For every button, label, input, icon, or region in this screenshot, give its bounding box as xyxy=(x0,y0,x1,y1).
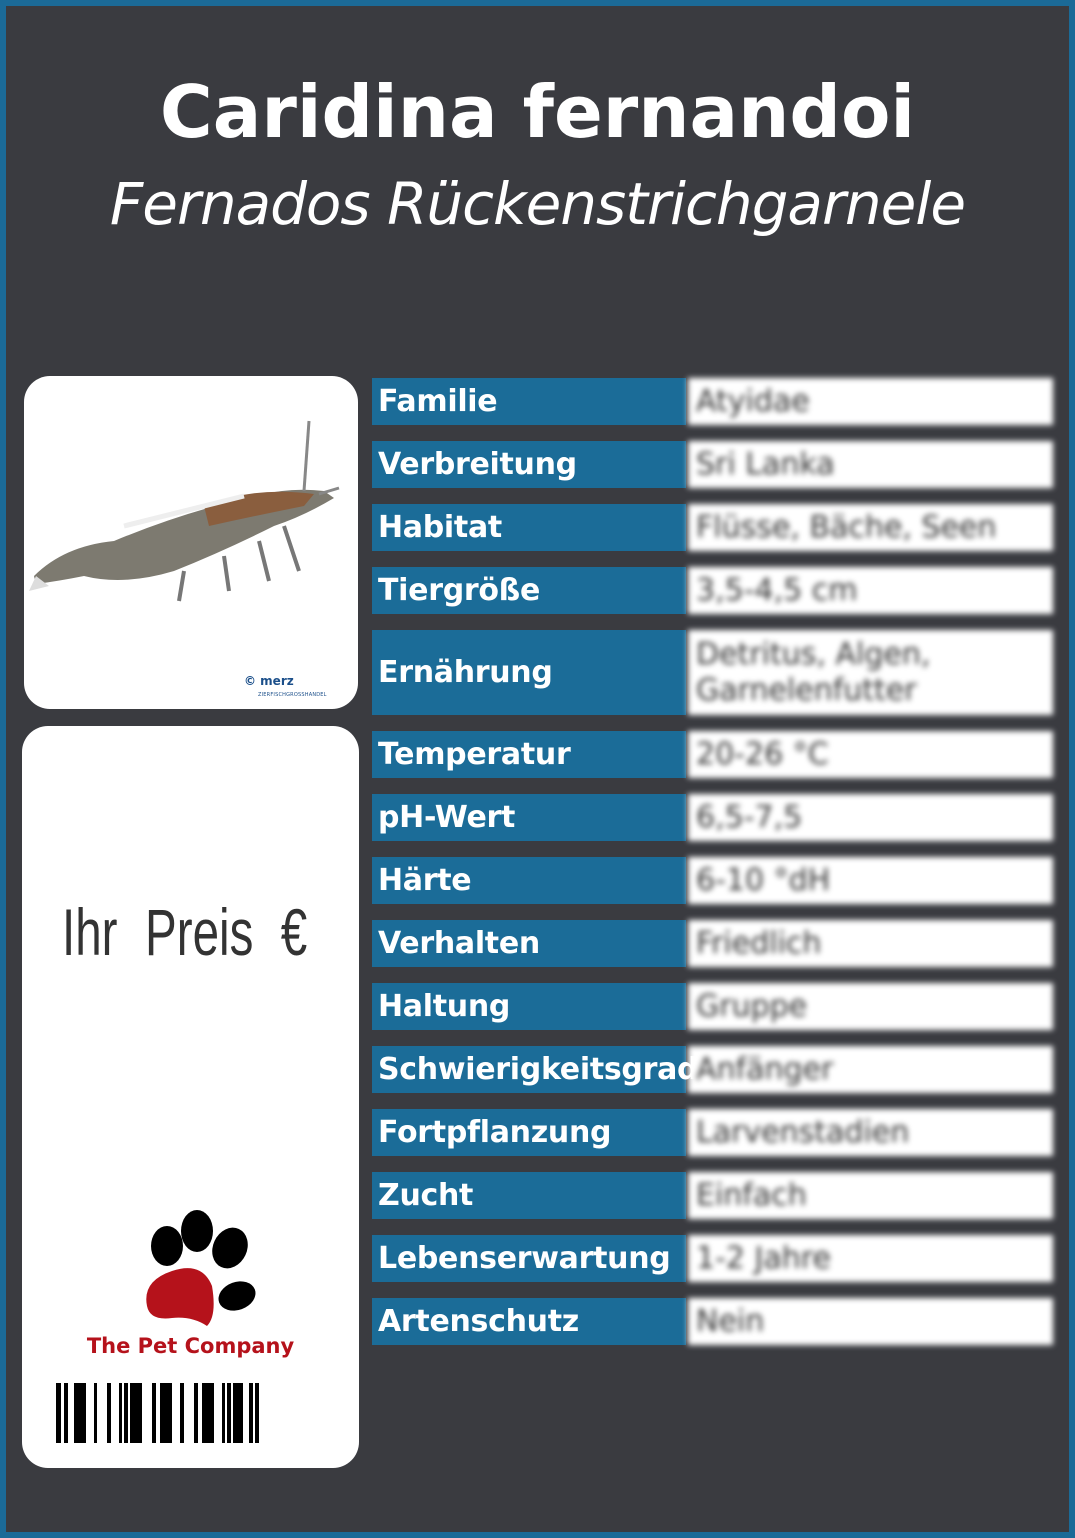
fact-label: Härte xyxy=(372,857,686,904)
fact-row: Artenschutz Nein xyxy=(372,1298,1053,1345)
fact-label: Habitat xyxy=(372,504,686,551)
fact-value: Anfänger xyxy=(688,1046,1053,1093)
page-subtitle: Fernados Rückenstrichgarnele xyxy=(109,170,966,238)
photo-credit-subtitle: ZIERFISCHGROSSHANDEL xyxy=(258,692,327,698)
barcode-bar xyxy=(152,1383,156,1443)
barcode-bar xyxy=(227,1383,231,1443)
fact-value: Larvenstadien xyxy=(688,1109,1053,1156)
fact-value: Flüsse, Bäche, Seen xyxy=(688,504,1053,551)
fact-value: 6-10 °dH xyxy=(688,857,1053,904)
barcode-bar xyxy=(194,1383,198,1443)
barcode-bar xyxy=(124,1383,128,1443)
fact-label: Tiergröße xyxy=(372,567,686,614)
barcode-bar xyxy=(130,1383,142,1443)
barcode-bar xyxy=(249,1383,253,1443)
fact-label: Temperatur xyxy=(372,731,686,778)
barcode-bar xyxy=(56,1383,61,1443)
barcode xyxy=(56,1383,259,1443)
price-text: Ihr Preis xyxy=(62,895,254,969)
barcode-bar xyxy=(94,1383,97,1443)
fact-row: Verhalten Friedlich xyxy=(372,920,1053,967)
fact-row: Tiergröße 3,5-4,5 cm xyxy=(372,567,1053,614)
facts-table: Familie Atyidae Verbreitung Sri Lanka Habita… xyxy=(372,378,1053,1361)
fact-label: Fortpflanzung xyxy=(372,1109,686,1156)
barcode-bar xyxy=(119,1383,122,1443)
fact-row: Fortpflanzung Larvenstadien xyxy=(372,1109,1053,1156)
barcode-bar xyxy=(255,1383,259,1443)
fact-label: Lebenserwartung xyxy=(372,1235,686,1282)
page-title: Caridina fernandoi xyxy=(159,70,916,154)
paw-icon xyxy=(146,1210,256,1326)
fact-label: pH-Wert xyxy=(372,794,686,841)
fact-value: Nein xyxy=(688,1298,1053,1345)
fact-row: pH-Wert 6,5-7,5 xyxy=(372,794,1053,841)
fact-row: Familie Atyidae xyxy=(372,378,1053,425)
barcode-bar xyxy=(233,1383,243,1443)
fact-value: Sri Lanka xyxy=(688,441,1053,488)
fact-label: Ernährung xyxy=(372,630,686,715)
photo-credit-logo: © merz xyxy=(244,674,294,688)
price-card: Ihr Preis € The Pet Company xyxy=(22,726,359,1468)
fact-label: Artenschutz xyxy=(372,1298,686,1345)
fact-row: Härte 6-10 °dH xyxy=(372,857,1053,904)
fact-value: 20-26 °C xyxy=(688,731,1053,778)
fact-value: 1-2 Jahre xyxy=(688,1235,1053,1282)
fact-row: Habitat Flüsse, Bäche, Seen xyxy=(372,504,1053,551)
fact-value: 3,5-4,5 cm xyxy=(688,567,1053,614)
fact-label: Familie xyxy=(372,378,686,425)
fact-row: Temperatur 20-26 °C xyxy=(372,731,1053,778)
fact-value: Friedlich xyxy=(688,920,1053,967)
shrimp-image xyxy=(29,420,340,602)
fact-label: Verbreitung xyxy=(372,441,686,488)
fact-label: Zucht xyxy=(372,1172,686,1219)
fact-row: Schwierigkeitsgrad Anfänger xyxy=(372,1046,1053,1093)
fact-label: Haltung xyxy=(372,983,686,1030)
fact-value: 6,5-7,5 xyxy=(688,794,1053,841)
fact-row: Haltung Gruppe xyxy=(372,983,1053,1030)
fact-value: Einfach xyxy=(688,1172,1053,1219)
fact-value: Detritus, Algen, Garnelenfutter xyxy=(688,630,1053,715)
brand-name: The Pet Company xyxy=(86,1334,295,1358)
barcode-bar xyxy=(180,1383,184,1443)
fact-label: Verhalten xyxy=(372,920,686,967)
barcode-bar xyxy=(160,1383,172,1443)
fact-row: Ernährung Detritus, Algen, Garnelenfutter xyxy=(372,630,1053,715)
fact-value: Gruppe xyxy=(688,983,1053,1030)
fact-label: Schwierigkeitsgrad xyxy=(372,1046,699,1093)
barcode-bar xyxy=(222,1383,225,1443)
fact-row: Lebenserwartung 1-2 Jahre xyxy=(372,1235,1053,1282)
fact-row: Zucht Einfach xyxy=(372,1172,1053,1219)
fact-row: Verbreitung Sri Lanka xyxy=(372,441,1053,488)
barcode-bar xyxy=(107,1383,111,1443)
barcode-bar xyxy=(64,1383,68,1443)
barcode-bar xyxy=(74,1383,86,1443)
fact-value: Atyidae xyxy=(688,378,1053,425)
species-photo: © merz ZIERFISCHGROSSHANDEL xyxy=(24,376,358,709)
price-label: Ihr Preis € xyxy=(62,894,307,970)
currency-symbol: € xyxy=(280,895,308,969)
barcode-bar xyxy=(202,1383,214,1443)
